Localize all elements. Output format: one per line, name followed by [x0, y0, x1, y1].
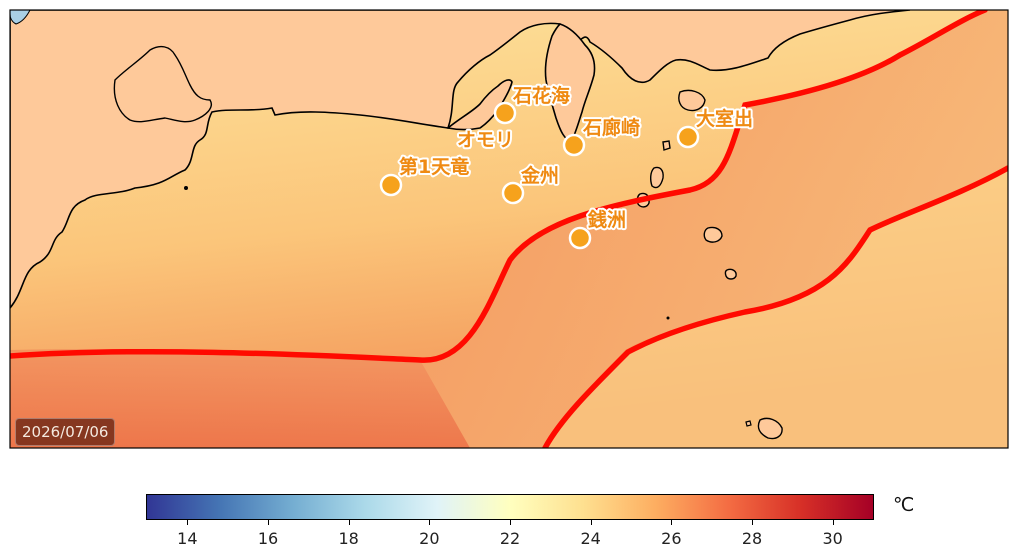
colorbar-tick: [187, 520, 189, 525]
land-niijima: [649, 166, 664, 189]
colorbar-tick: [671, 520, 673, 525]
land-suruga-coast: [446, 79, 513, 131]
colorbar-tick-label: 30: [822, 529, 843, 548]
land-ise-bay: [113, 45, 212, 123]
colorbar-tick: [429, 520, 431, 525]
colorbar-tick-label: 14: [177, 529, 198, 548]
station-marker-omurode[interactable]: [676, 125, 700, 149]
colorbar: [146, 494, 874, 520]
land-hachijojima: [757, 417, 783, 440]
station-marker-zenisu[interactable]: [568, 226, 592, 250]
station-marker-sekirozaki[interactable]: [562, 133, 586, 157]
date-badge: 2026/07/06: [15, 418, 116, 446]
front-line-south: [542, 165, 1008, 448]
colorbar-tick-label: 26: [661, 529, 682, 548]
colorbar-tick: [590, 520, 592, 525]
colorbar-tick-label: 20: [419, 529, 440, 548]
colorbar-gradient: [147, 495, 873, 519]
land-mikurajima: [724, 268, 737, 280]
land-oshima: [678, 89, 706, 112]
station-label-zenisu: 銭洲: [587, 208, 626, 231]
station-label-kinshu: 金州: [520, 164, 559, 187]
station-marker-ishikakai[interactable]: [493, 101, 517, 125]
land-mainland: [10, 10, 911, 310]
station-label-ishikakai: 石花海: [512, 84, 570, 107]
station-markers: [379, 101, 700, 250]
colorbar-tick-label: 22: [499, 529, 521, 548]
colorbar-tick: [832, 520, 834, 525]
station-label-daiichitenryu: 第1天竜: [399, 155, 469, 178]
colorbar-unit: ℃: [893, 494, 915, 516]
station-label-sekirozaki: 石廊崎: [582, 116, 640, 139]
colorbar-tick-label: 24: [580, 529, 601, 548]
colorbar-tick-label: 16: [257, 529, 279, 548]
colorbar-tick: [510, 520, 511, 525]
colorbar-tick-label: 18: [338, 529, 359, 548]
station-label-omurode: 大室出: [696, 107, 753, 130]
land-miyakejima: [703, 226, 723, 243]
station-label-omori: オモリ: [457, 129, 514, 151]
land-aogashima: [745, 420, 752, 427]
colorbar-tick-label: 28: [741, 529, 763, 548]
station-marker-daiichitenryu[interactable]: [379, 173, 403, 197]
colorbar-tick: [348, 520, 350, 525]
front-line-north: [10, 10, 988, 363]
colorbar-tick: [752, 520, 753, 525]
sea-temperature-map: 石花海 オモリ 石廊崎 第1天竜 金州 銭洲 大室出: [9, 9, 1009, 449]
colorbar-tick: [268, 520, 269, 525]
land-toshima: [662, 140, 671, 151]
station-marker-kinshu[interactable]: [501, 181, 525, 205]
